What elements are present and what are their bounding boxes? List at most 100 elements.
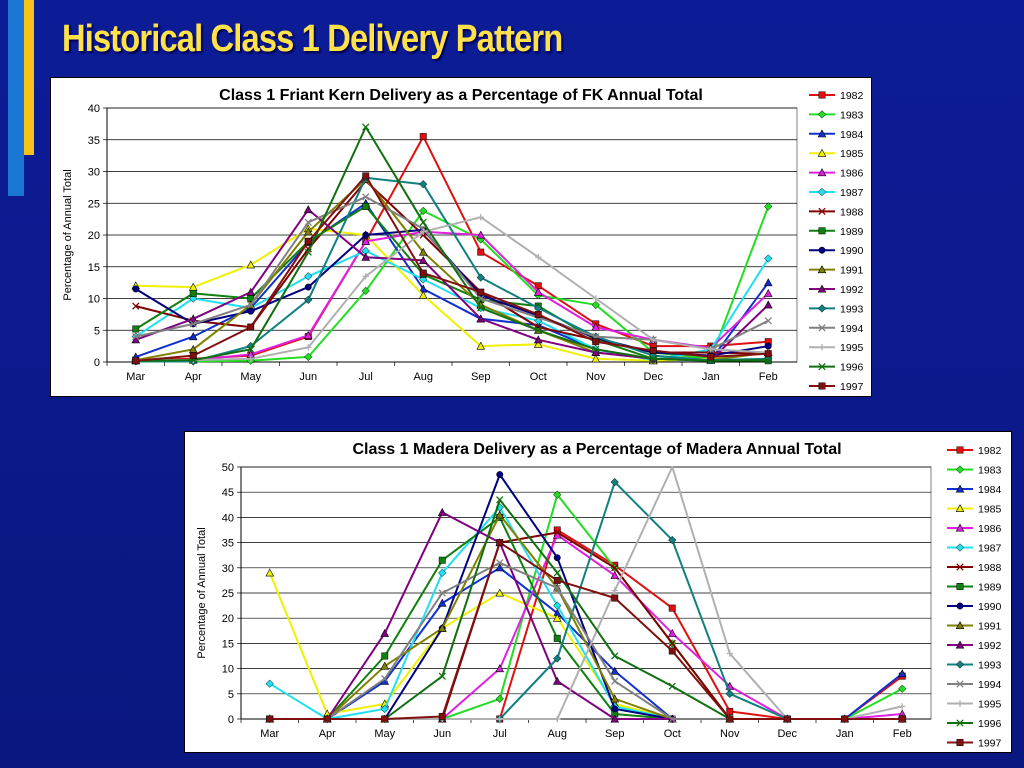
data-point-1985 [591,354,601,363]
legend-label: 1992 [840,284,864,296]
x-tick-label: Oct [530,371,547,383]
data-point-1986 [533,287,543,296]
x-tick-label: Apr [319,728,336,740]
x-tick-label: Jun [433,728,451,740]
y-tick-label: 0 [228,714,234,726]
legend-label: 1986 [978,523,1002,535]
data-point-1987 [304,272,313,281]
legend-label: 1997 [840,381,864,393]
data-point-1985 [265,568,275,577]
legend-label: 1985 [840,148,864,160]
data-point-1983 [419,206,428,216]
legend-marker-1997 [818,382,826,390]
data-point-1987 [764,254,773,263]
legend-marker-1995 [818,344,826,351]
data-point-1991 [495,510,505,519]
legend-marker-1992 [955,640,965,649]
data-point-1996 [362,123,370,131]
legend-label: 1987 [978,543,1002,555]
data-point-1987 [438,568,447,577]
data-point-1995 [899,703,906,710]
data-point-1995 [477,214,484,221]
data-point-1996 [304,248,312,256]
data-point-1992 [418,255,428,264]
legend-label: 1986 [840,168,864,180]
data-point-1986 [763,288,773,297]
accent-bar-gold [24,0,34,155]
data-point-1984 [188,332,198,341]
data-point-1997 [132,357,140,365]
series-1997 [132,172,772,365]
data-point-1990 [611,705,619,713]
data-point-1993 [725,689,734,698]
data-point-1994 [132,332,140,341]
x-tick-label: Feb [893,728,912,740]
data-point-1982 [668,604,676,612]
accent-bar-blue [8,0,24,196]
x-tick-label: Aug [413,371,433,383]
x-tick-label: May [374,728,395,740]
data-point-1992 [361,252,371,261]
data-point-1997 [534,310,542,318]
series-line-1996 [135,126,769,362]
data-point-1994 [611,677,619,685]
data-point-1997 [419,269,427,277]
x-tick-label: Jan [836,728,854,740]
chart-svg-0: Class 1 Friant Kern Delivery as a Percen… [62,87,864,393]
y-tick-label: 45 [222,487,234,499]
legend-marker-1997 [956,739,964,746]
data-point-1986 [667,628,677,637]
x-tick-label: Sep [605,728,625,740]
x-tick-label: Mar [126,371,145,383]
legend-marker-1996 [956,719,964,727]
data-point-1991 [610,694,620,703]
data-point-1985 [246,260,256,269]
legend-marker-1986 [955,523,965,532]
data-point-1997 [611,594,619,602]
data-point-1984 [437,598,447,607]
legend-label: 1984 [840,129,864,141]
legend-marker-1984 [955,484,965,493]
data-point-1989 [553,634,561,642]
data-point-1989 [438,556,446,564]
data-point-1994 [438,589,446,597]
x-tick-label: Jun [299,371,317,383]
friant-kern-chart: Class 1 Friant Kern Delivery as a Percen… [50,77,872,397]
data-point-1995 [707,346,714,353]
data-point-1990 [362,231,370,239]
data-point-1995 [726,650,733,657]
legend-marker-1987 [817,187,827,197]
data-point-1991 [437,623,447,632]
legend-label: 1990 [840,245,864,257]
data-point-1994 [362,193,370,201]
data-point-1993 [668,535,677,545]
y-tick-label: 10 [88,294,100,306]
data-point-1983 [361,286,370,296]
legend-label: 1995 [978,699,1002,711]
series-line-1985 [135,227,769,362]
data-point-1983 [898,684,907,693]
data-point-1994 [496,559,504,567]
x-tick-label: Oct [664,728,681,740]
legend-label: 1989 [840,226,864,238]
data-point-1996 [247,345,255,353]
data-point-1997 [323,715,331,723]
data-point-1997 [438,713,446,720]
y-tick-label: 25 [88,198,100,210]
legend-marker-1989 [956,583,964,590]
x-tick-label: Sep [471,371,491,383]
y-axis-label: Percentage of Annual Total [62,169,74,300]
data-point-1997 [898,715,906,723]
data-point-1994 [381,675,389,683]
legend-marker-1984 [817,129,827,138]
data-point-1990 [553,554,561,562]
y-tick-label: 50 [222,462,234,474]
data-point-1986 [476,230,486,239]
y-tick-label: 40 [222,512,234,524]
data-point-1985 [533,339,543,348]
data-point-1983 [591,300,600,310]
y-tick-label: 40 [88,103,100,115]
x-tick-label: Mar [260,728,279,740]
y-tick-label: 15 [88,262,100,274]
legend-label: 1996 [978,718,1002,730]
